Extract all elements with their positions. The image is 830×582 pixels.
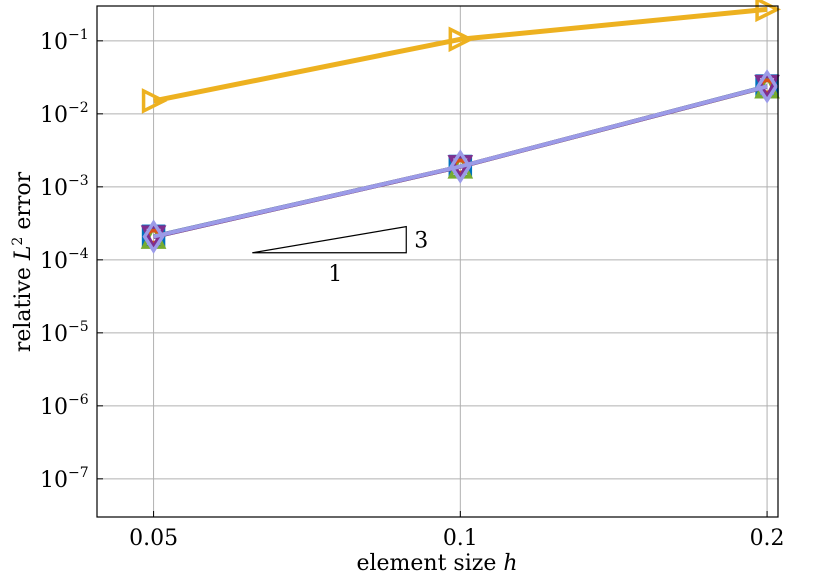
series-diamond [142,69,779,254]
y-tick-label: 10−5 [40,319,89,347]
slope-rise-label: 3 [414,229,428,254]
slope-triangle: 13 [252,225,428,287]
y-axis-label: relative L2 error [10,171,36,352]
y-tick-label: 10−6 [40,392,89,420]
y-tick-label: 10−7 [40,465,89,493]
x-axis-label: element size h [356,551,517,576]
diamond-marker [142,219,165,254]
y-tick-label: 10−4 [40,246,89,274]
series-layer [140,0,781,254]
x-tick-label: 0.05 [129,526,178,551]
y-tick-label: 10−3 [40,173,89,201]
x-tick-label: 0.2 [750,526,785,551]
series-line [153,6,768,104]
x-tick-label: 0.1 [443,526,478,551]
triangle-right-marker [755,0,781,23]
diamond-marker [755,69,779,104]
slope-triangle-shape [252,225,407,254]
triangle-right-marker [448,26,475,53]
slope-run-label: 1 [328,262,342,287]
diamond-marker [449,149,472,184]
y-tick-label: 10−1 [40,27,89,55]
tick-labels: 0.05 0.1 0.2 10−7 10−6 10−5 10−4 10−3 10−2 10−1 [40,27,785,551]
y-tick-label: 10−2 [40,100,89,128]
triangle-right-marker [141,88,168,114]
series-triangle-right [141,0,781,114]
grid-lines [97,6,778,517]
plot-frame [96,5,779,518]
series-line [153,84,768,239]
